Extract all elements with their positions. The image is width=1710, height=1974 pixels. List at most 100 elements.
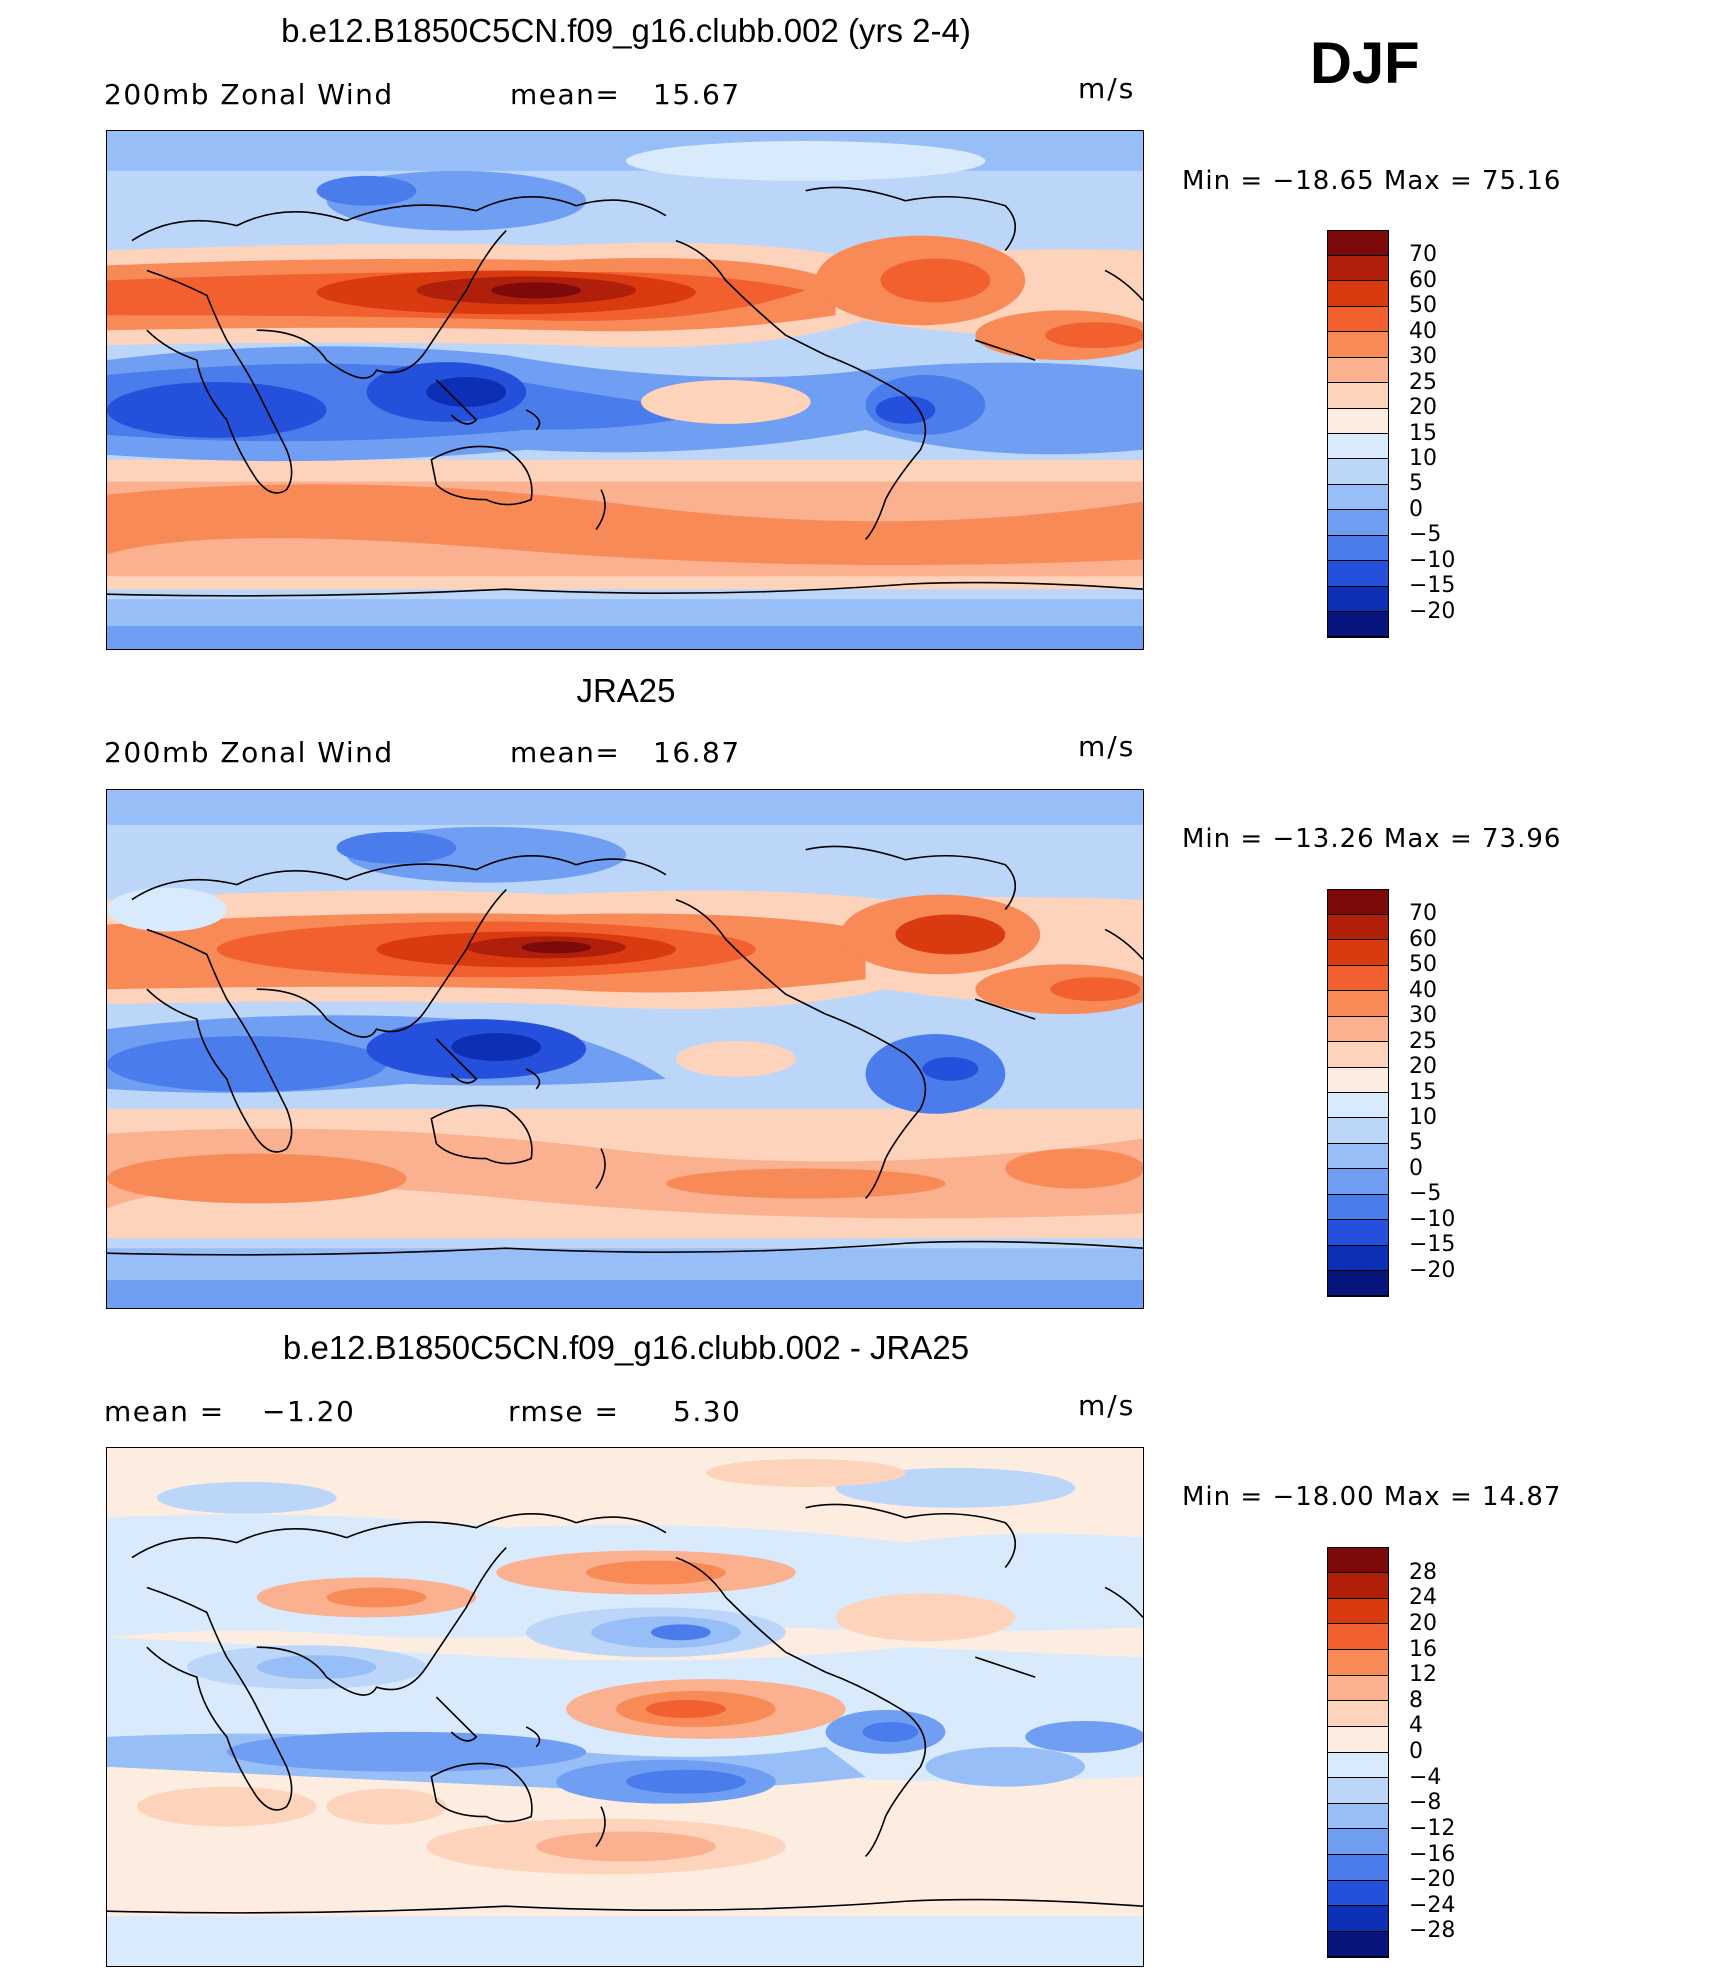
colorbar-tick-label: 20: [1409, 395, 1437, 421]
panel-3-title: b.e12.B1850C5CN.f09_g16.clubb.002 - JRA2…: [282, 1329, 970, 1366]
colorbar-tick-label: −20: [1409, 1867, 1456, 1893]
colorbar-segment: [1327, 1880, 1389, 1907]
colorbar-tick-label: 15: [1409, 420, 1437, 446]
panel-3-units: m/s: [1078, 1389, 1136, 1422]
colorbar-tick-label: 4: [1409, 1713, 1423, 1739]
colorbar-segment: [1327, 939, 1389, 966]
colorbar-tick-label: 24: [1409, 1585, 1437, 1611]
panel-1-title: b.e12.B1850C5CN.f09_g16.clubb.002 (yrs 2…: [281, 12, 971, 49]
colorbar-tick-label: −16: [1409, 1841, 1456, 1867]
panel-1-contour-plot: [107, 131, 1143, 649]
panel-1-mean-label: mean=: [510, 78, 621, 111]
colorbar-segment: [1327, 1168, 1389, 1195]
colorbar-segment: [1327, 1752, 1389, 1779]
panel-2-colorbar: [1327, 889, 1389, 1297]
colorbar-segment: [1327, 1700, 1389, 1727]
colorbar-segment: [1327, 990, 1389, 1017]
colorbar-tick-label: 25: [1409, 369, 1437, 395]
colorbar-tick-label: 30: [1409, 344, 1437, 370]
colorbar-segment: [1327, 1092, 1389, 1119]
colorbar-tick-label: 15: [1409, 1079, 1437, 1105]
colorbar-segment: [1327, 535, 1389, 562]
colorbar-segment: [1327, 433, 1389, 460]
colorbar-tick-label: 25: [1409, 1028, 1437, 1054]
colorbar-segment: [1327, 458, 1389, 485]
colorbar-segment: [1327, 914, 1389, 941]
colorbar-segment: [1327, 586, 1389, 613]
colorbar-tick-label: −28: [1409, 1918, 1456, 1944]
colorbar-segment: [1327, 1649, 1389, 1676]
colorbar-tick-label: −8: [1409, 1790, 1442, 1816]
panel-2-mean-value: 16.87: [653, 736, 741, 769]
panel-3-minmax: Min = −18.00 Max = 14.87: [1182, 1482, 1562, 1512]
colorbar-segment: [1327, 1194, 1389, 1221]
colorbar-tick-label: 10: [1409, 445, 1437, 471]
colorbar-segment: [1327, 889, 1389, 915]
colorbar-tick-label: 5: [1409, 471, 1423, 497]
colorbar-segment: [1327, 357, 1389, 384]
panel-1-colorbar: [1327, 230, 1389, 638]
colorbar-tick-label: 70: [1409, 901, 1437, 927]
colorbar-tick-label: 12: [1409, 1662, 1437, 1688]
colorbar-tick-label: 20: [1409, 1054, 1437, 1080]
season-label: DJF: [1310, 31, 1420, 96]
panel-3-colorbar: [1327, 1547, 1389, 1958]
panel-2-minmax: Min = −13.26 Max = 73.96: [1182, 824, 1562, 854]
colorbar-segment: [1327, 1854, 1389, 1881]
colorbar-tick-label: −5: [1409, 522, 1442, 548]
colorbar-segment: [1327, 1219, 1389, 1246]
panel-3-mean-value: −1.20: [262, 1395, 356, 1428]
colorbar-tick-label: 10: [1409, 1104, 1437, 1130]
panel-1-variable: 200mb Zonal Wind: [104, 78, 394, 111]
panel-2-units: m/s: [1078, 730, 1136, 763]
panel-2-mean-label: mean=: [510, 736, 621, 769]
colorbar-segment: [1327, 1777, 1389, 1804]
colorbar-segment: [1327, 484, 1389, 511]
panel-2-colorbar-frame: [1327, 889, 1389, 1296]
colorbar-segment: [1327, 1572, 1389, 1599]
panel-1-map: [106, 130, 1144, 650]
colorbar-segment: [1327, 611, 1389, 638]
colorbar-tick-label: 5: [1409, 1130, 1423, 1156]
panel-3-rmse-value: 5.30: [673, 1395, 742, 1428]
panel-3-colorbar-frame: [1327, 1547, 1389, 1957]
colorbar-tick-label: 50: [1409, 293, 1437, 319]
colorbar-tick-label: 28: [1409, 1559, 1437, 1585]
colorbar-tick-label: 40: [1409, 977, 1437, 1003]
colorbar-tick-label: −4: [1409, 1764, 1442, 1790]
colorbar-tick-label: 0: [1409, 1155, 1423, 1181]
colorbar-segment: [1327, 306, 1389, 333]
colorbar-segment: [1327, 1905, 1389, 1932]
colorbar-segment: [1327, 1067, 1389, 1093]
colorbar-segment: [1327, 230, 1389, 256]
colorbar-tick-label: 0: [1409, 1739, 1423, 1764]
panel-2-map: [106, 789, 1144, 1309]
colorbar-segment: [1327, 1270, 1389, 1297]
colorbar-segment: [1327, 382, 1389, 409]
panel-3-contour-plot: [107, 1448, 1143, 1966]
colorbar-tick-label: 40: [1409, 318, 1437, 344]
colorbar-tick-label: −10: [1409, 1206, 1456, 1232]
colorbar-tick-label: −20: [1409, 1257, 1456, 1283]
colorbar-segment: [1327, 331, 1389, 358]
panel-3-mean-label: mean =: [104, 1395, 225, 1428]
colorbar-tick-label: 16: [1409, 1636, 1437, 1662]
colorbar-tick-label: −12: [1409, 1815, 1456, 1841]
colorbar-segment: [1327, 560, 1389, 587]
colorbar-segment: [1327, 255, 1389, 282]
colorbar-segment: [1327, 1675, 1389, 1702]
colorbar-segment: [1327, 408, 1389, 434]
colorbar-tick-label: −10: [1409, 547, 1456, 573]
colorbar-tick-label: −15: [1409, 1232, 1456, 1258]
colorbar-segment: [1327, 1598, 1389, 1625]
panel-1-minmax: Min = −18.65 Max = 75.16: [1182, 166, 1562, 196]
colorbar-segment: [1327, 1117, 1389, 1144]
panel-1-colorbar-frame: [1327, 230, 1389, 637]
panel-2-variable: 200mb Zonal Wind: [104, 736, 394, 769]
colorbar-segment: [1327, 1041, 1389, 1068]
colorbar-segment: [1327, 1623, 1389, 1650]
colorbar-segment: [1327, 509, 1389, 536]
panel-3-rmse-label: rmse =: [508, 1395, 620, 1428]
colorbar-tick-label: 60: [1409, 267, 1437, 293]
colorbar-tick-label: 60: [1409, 926, 1437, 952]
